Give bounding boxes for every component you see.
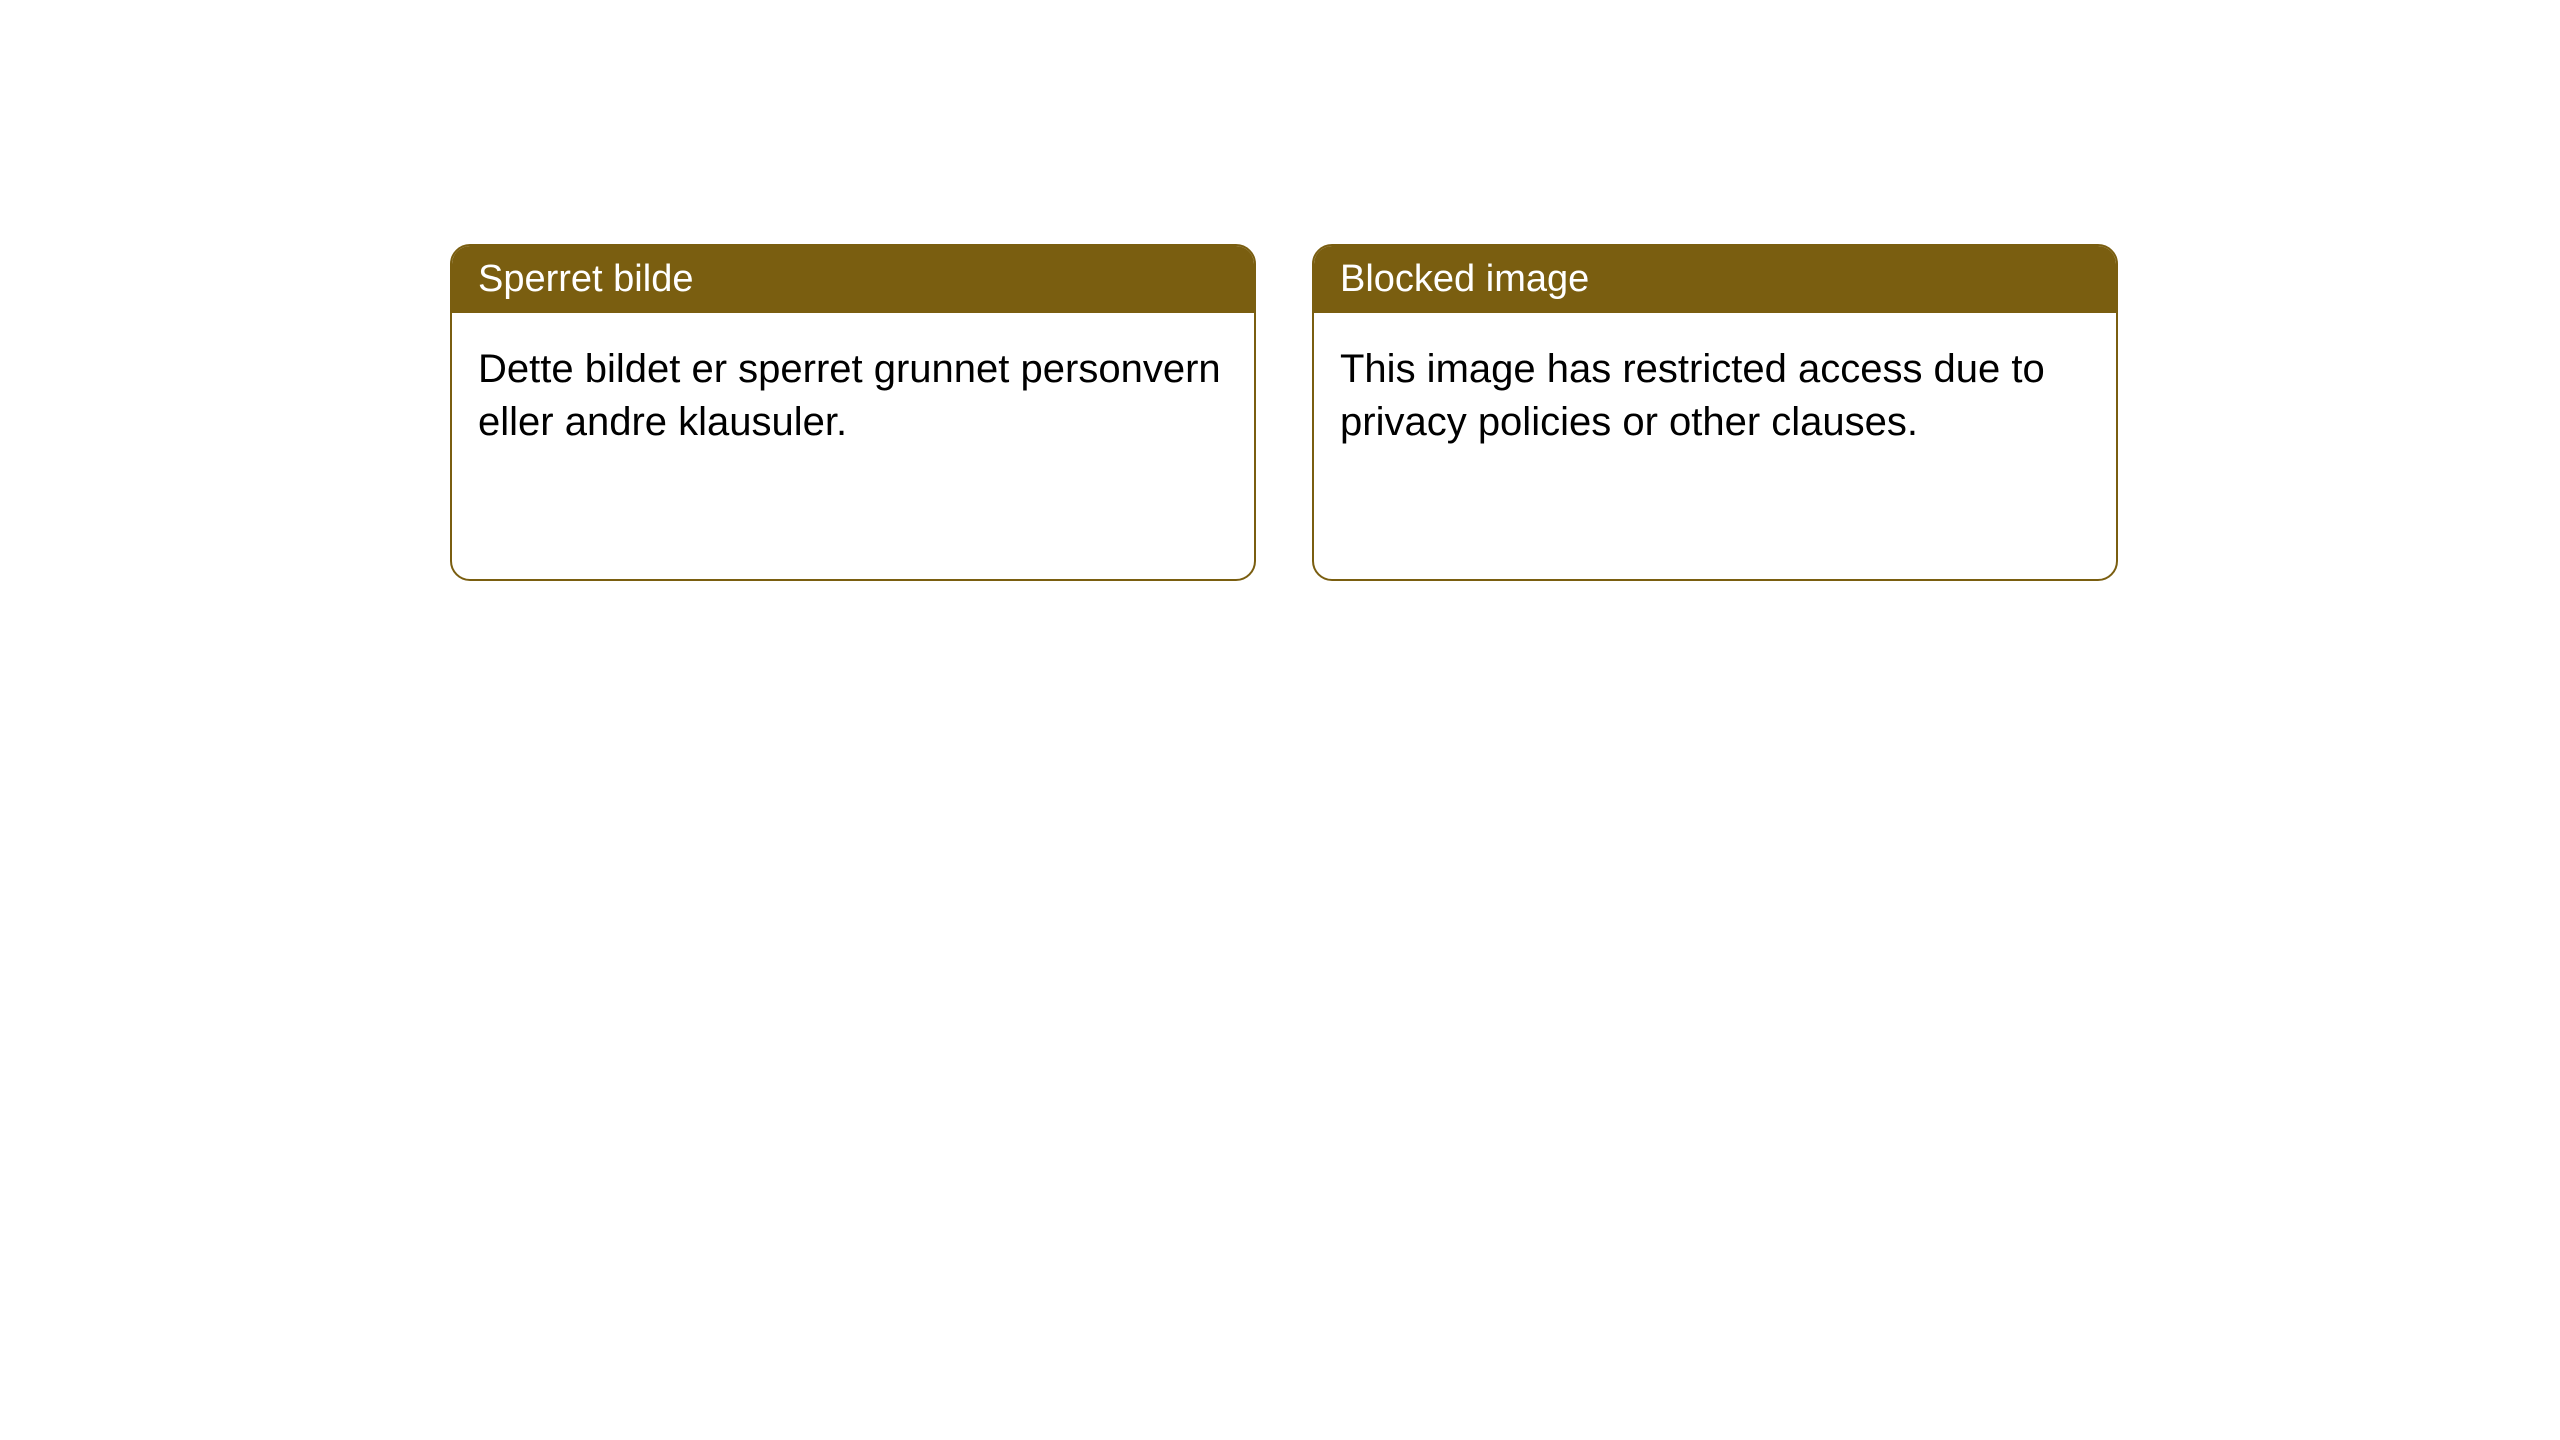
notice-card-norwegian: Sperret bilde Dette bildet er sperret gr… xyxy=(450,244,1256,581)
notice-message: Dette bildet er sperret grunnet personve… xyxy=(478,347,1221,444)
notice-card-english: Blocked image This image has restricted … xyxy=(1312,244,2118,581)
notice-card-body: Dette bildet er sperret grunnet personve… xyxy=(452,313,1254,479)
notice-container: Sperret bilde Dette bildet er sperret gr… xyxy=(0,0,2560,581)
notice-message: This image has restricted access due to … xyxy=(1340,347,2045,444)
notice-title: Blocked image xyxy=(1340,258,1589,300)
notice-card-body: This image has restricted access due to … xyxy=(1314,313,2116,479)
notice-card-header: Blocked image xyxy=(1314,246,2116,313)
notice-title: Sperret bilde xyxy=(478,258,693,300)
notice-card-header: Sperret bilde xyxy=(452,246,1254,313)
